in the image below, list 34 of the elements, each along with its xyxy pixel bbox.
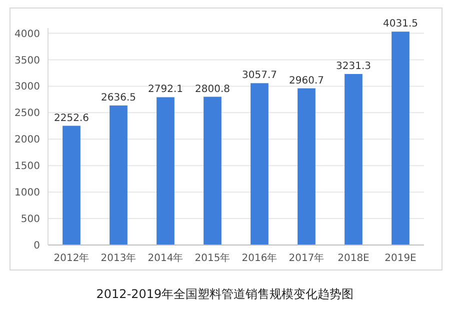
bar <box>110 105 128 245</box>
data-label: 2252.6 <box>54 112 89 124</box>
bar <box>298 88 316 245</box>
y-tick-label: 2500 <box>14 108 40 120</box>
y-tick-label: 500 <box>20 214 40 226</box>
x-tick-label: 2015年 <box>194 252 230 264</box>
y-tick-label: 3000 <box>14 82 40 93</box>
y-tick-label: 2000 <box>14 134 40 146</box>
x-tick-label: 2017年 <box>288 252 324 264</box>
y-tick-label: 4000 <box>14 28 40 40</box>
data-label: 3057.7 <box>242 70 277 82</box>
bar <box>204 96 222 245</box>
bar <box>156 97 174 245</box>
bar <box>250 83 268 245</box>
x-tick-label: 2012年 <box>54 252 90 264</box>
bar <box>392 32 410 245</box>
x-tick-label: 2013年 <box>100 252 136 264</box>
x-tick-label: 2016年 <box>242 252 278 264</box>
bar <box>344 74 362 245</box>
y-tick-label: 0 <box>34 240 40 252</box>
y-tick-label: 3500 <box>14 55 40 66</box>
data-label: 3231.3 <box>336 60 371 72</box>
x-tick-label: 2014年 <box>148 252 184 264</box>
x-tick-label: 2018E <box>338 253 370 264</box>
data-label: 2960.7 <box>289 75 324 86</box>
bar <box>62 126 80 245</box>
text: 2012-2019年全国塑料管道销售规模变化趋势图 <box>96 287 354 301</box>
y-tick-label: 1500 <box>14 161 40 172</box>
y-tick-label: 1000 <box>14 188 40 199</box>
data-label: 2800.8 <box>195 84 230 95</box>
data-label: 2636.5 <box>101 92 136 104</box>
data-label: 2792.1 <box>148 84 183 96</box>
x-tick-label: 2019E <box>384 253 416 264</box>
data-label: 4031.5 <box>383 18 418 30</box>
